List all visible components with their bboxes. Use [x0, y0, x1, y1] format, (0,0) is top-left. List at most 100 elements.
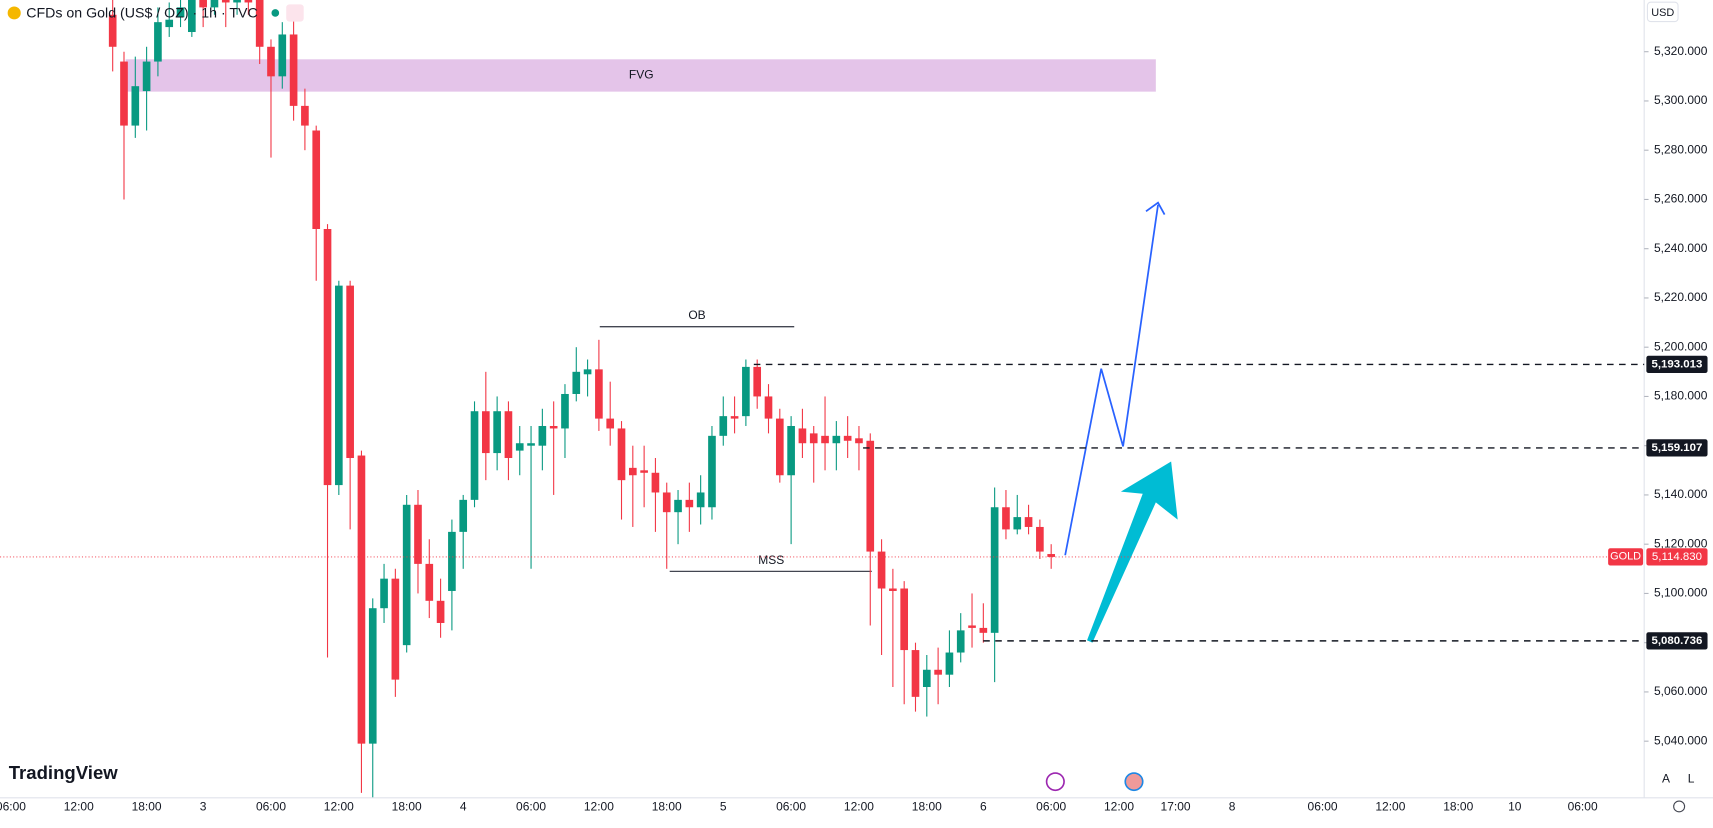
y-tick-label: 5,240.000	[1654, 241, 1708, 255]
candle-body	[142, 61, 151, 92]
candle-body	[968, 625, 976, 628]
fvg-label: FVG	[629, 68, 654, 82]
candle-body	[877, 551, 886, 589]
candle-body	[583, 369, 592, 375]
candle-body	[312, 130, 321, 230]
candle-body	[662, 492, 671, 513]
x-tick-label: 6	[980, 800, 987, 814]
candle-body	[549, 425, 558, 429]
candle-body	[1024, 517, 1033, 527]
currency-box[interactable]	[1646, 1, 1679, 23]
x-tick-label: 06:00	[1568, 800, 1598, 814]
candle-body	[674, 499, 682, 513]
candle-body	[120, 61, 128, 126]
candle-body	[956, 630, 965, 653]
x-tick-label: 12:00	[64, 800, 94, 814]
candle-body	[640, 470, 648, 473]
candle-body	[900, 588, 909, 651]
y-tick-label: 5,120.000	[1654, 536, 1708, 550]
candle-body	[244, 0, 253, 3]
x-tick-label: 12:00	[1104, 800, 1134, 814]
x-tick-label: 10	[1508, 800, 1522, 814]
candle-body	[787, 425, 795, 476]
x-tick-label: 4	[460, 800, 467, 814]
chart-title: CFDs on Gold (US$ / OZ) · 1h · TVC	[26, 5, 258, 21]
candle-body	[108, 14, 117, 47]
x-tick-label: 18:00	[132, 800, 162, 814]
candle-body	[945, 652, 954, 675]
candle-body	[233, 0, 241, 3]
candle-body	[335, 285, 343, 486]
candle-body	[346, 285, 354, 459]
candle-body	[368, 608, 377, 744]
candle-body	[843, 435, 852, 441]
symbol-label: GOLD	[1610, 551, 1641, 563]
candle-body	[775, 418, 784, 476]
candle-body	[866, 440, 875, 552]
candle-body	[301, 105, 309, 126]
candle-body	[595, 369, 603, 419]
y-tick-label: 5,280.000	[1654, 142, 1708, 156]
candle-body	[323, 229, 332, 486]
candle-body	[154, 22, 162, 62]
candle-body	[481, 411, 490, 454]
projection-path	[1064, 204, 1159, 556]
event-icon[interactable]	[1045, 772, 1065, 792]
candle-body	[628, 467, 637, 476]
settings-icon[interactable]	[1673, 800, 1686, 813]
candle-body	[764, 396, 773, 419]
y-tick-label: 5,040.000	[1654, 733, 1708, 747]
candle-body	[357, 455, 366, 744]
x-tick-label: 06:00	[256, 800, 286, 814]
candle-body	[199, 0, 207, 8]
candle-body	[1013, 517, 1022, 530]
candle-body	[470, 411, 479, 500]
candle-body	[561, 393, 569, 429]
x-tick-label: 3	[200, 800, 207, 814]
candle-body	[380, 578, 388, 609]
x-tick-label: 18:00	[392, 800, 422, 814]
candle-body	[708, 435, 716, 508]
y-tick-label: 5,200.000	[1654, 339, 1708, 353]
candle-body	[538, 425, 547, 446]
event-icon[interactable]	[1124, 772, 1144, 792]
y-tick-label: 5,100.000	[1654, 586, 1708, 600]
candle-body	[1047, 554, 1056, 557]
candle-body	[922, 669, 931, 688]
scale-auto[interactable]: A	[1662, 772, 1670, 786]
currency[interactable]: USD	[1651, 7, 1674, 19]
candle-body	[289, 34, 298, 106]
candle-body	[278, 34, 287, 77]
level-tag	[1646, 439, 1708, 457]
y-tick-label: 5,260.000	[1654, 192, 1708, 206]
last-price-label: 5,114.830	[1652, 551, 1702, 563]
y-tick-label: 5,140.000	[1654, 487, 1708, 501]
candle-body	[1002, 507, 1010, 530]
x-tick-label: 06:00	[1036, 800, 1066, 814]
mss-label: MSS	[758, 553, 784, 567]
candle-body	[425, 563, 434, 601]
candle-body	[504, 411, 513, 459]
scale-log[interactable]: L	[1688, 772, 1695, 786]
candle-body	[730, 416, 739, 419]
x-tick-label: 06:00	[516, 800, 546, 814]
y-tick-label: 5,180.000	[1654, 389, 1708, 403]
candle-body	[606, 418, 615, 429]
candle-body	[493, 411, 501, 454]
candle-body	[165, 19, 174, 28]
candle-body	[821, 435, 829, 444]
candle-body	[1036, 526, 1044, 552]
candle-body	[855, 438, 863, 444]
x-tick-label: 12:00	[584, 800, 614, 814]
candle-body	[696, 492, 705, 508]
x-tick-label: 06:00	[0, 800, 26, 814]
level-label: 5,159.107	[1651, 442, 1702, 454]
x-tick-label: 12:00	[324, 800, 354, 814]
candle-body	[391, 578, 400, 680]
candle-body	[131, 86, 140, 126]
x-tick-label: 5	[720, 800, 727, 814]
candle-body	[448, 531, 456, 591]
candle-body	[436, 600, 445, 623]
level-label: 5,193.013	[1651, 358, 1702, 370]
